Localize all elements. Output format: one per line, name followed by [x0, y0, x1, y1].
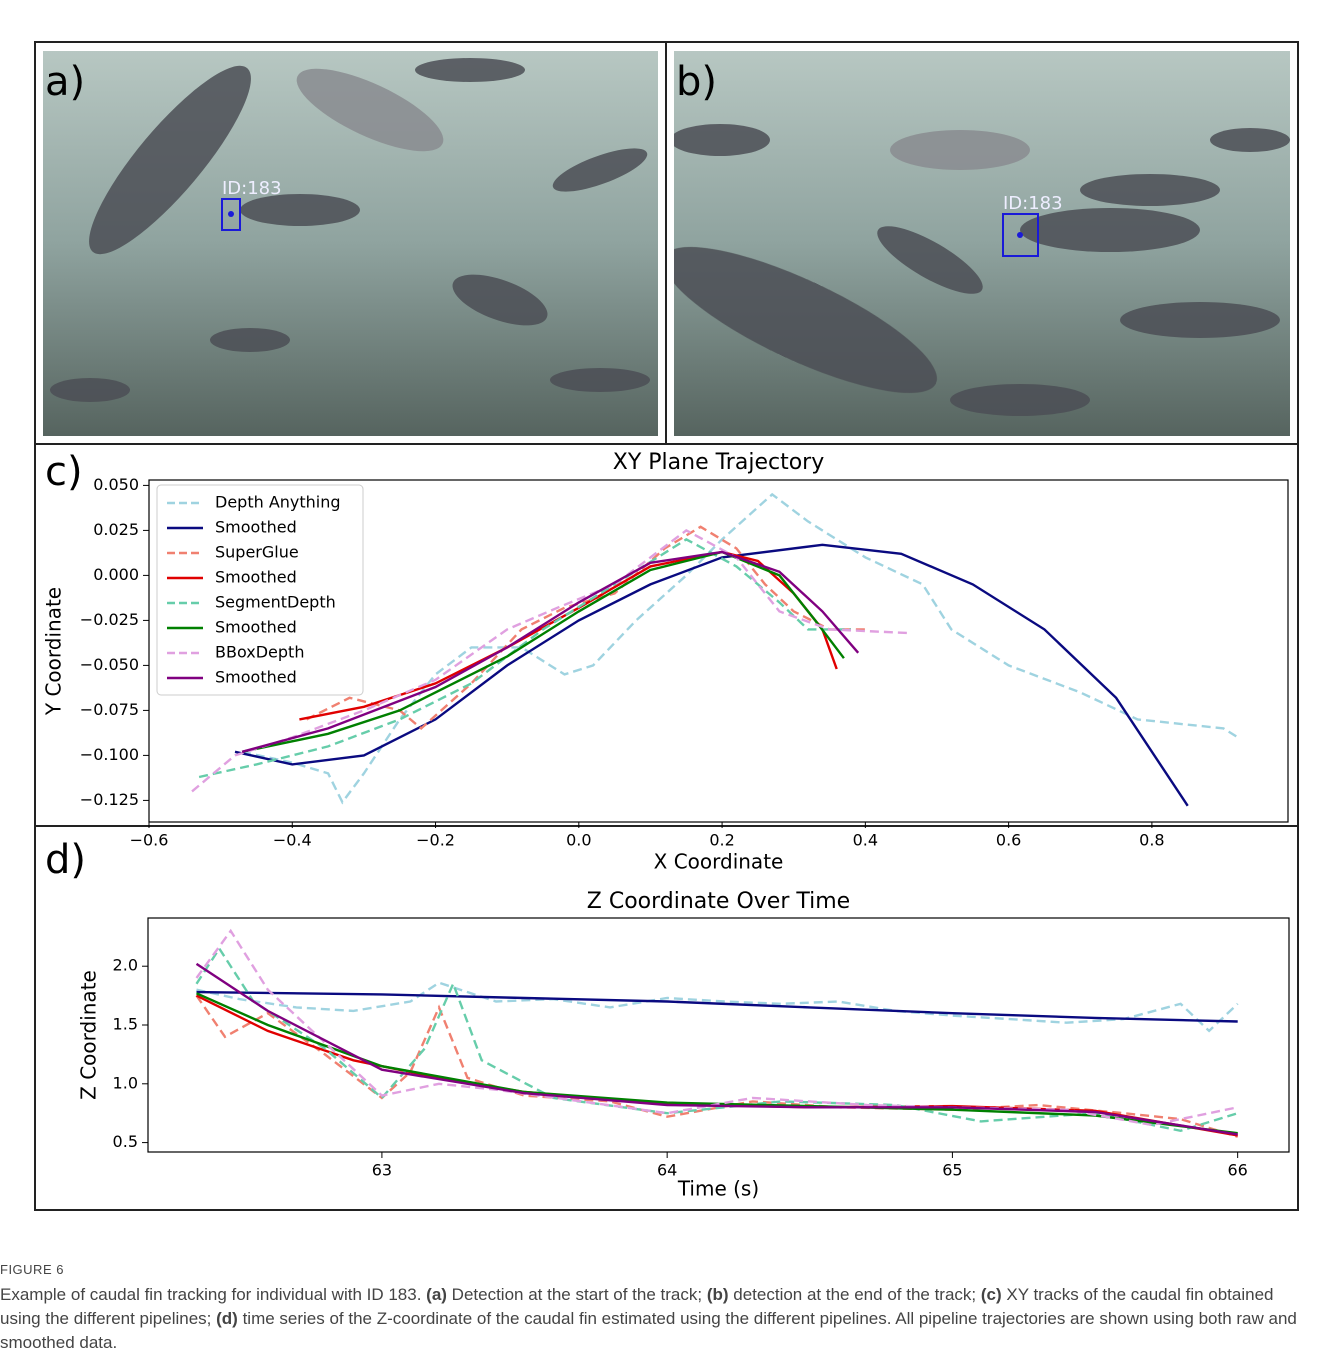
legend-label: SegmentDepth [215, 593, 336, 612]
x-tick-label: 66 [1227, 1161, 1247, 1180]
caption-run: (a) [426, 1285, 447, 1304]
y-axis-label: Y Coordinate [42, 587, 66, 716]
panel-label: a) [45, 59, 85, 105]
smoothed-line [241, 550, 845, 753]
chart-title: XY Plane Trajectory [613, 450, 824, 475]
chart-title: Z Coordinate Over Time [587, 889, 850, 914]
y-tick-label: −0.050 [80, 655, 139, 674]
panel-label: d) [45, 837, 86, 883]
caption-run: (b) [706, 1285, 729, 1304]
legend-label: Smoothed [215, 518, 297, 537]
x-tick-label: 0.8 [1139, 831, 1164, 850]
y-tick-label: −0.100 [80, 745, 139, 764]
plot-lines [195, 928, 1239, 1138]
raw-line [195, 928, 1238, 1127]
caption-run: Example of caudal fin tracking for indiv… [0, 1285, 427, 1304]
caption-text: Example of caudal fin tracking for indiv… [0, 1283, 1316, 1355]
legend-label: Smoothed [215, 668, 297, 687]
legend-label: Smoothed [215, 618, 297, 637]
raw-line [196, 981, 1239, 1033]
raw-line [241, 492, 1239, 805]
y-tick-label: 0.5 [113, 1132, 138, 1151]
raw-line [306, 525, 866, 730]
figure-label: FIGURE 6 [0, 1262, 64, 1277]
smoothed-line [196, 990, 1238, 1023]
legend-box [156, 484, 364, 696]
raw-line [198, 538, 851, 779]
x-tick-label: 0.4 [853, 831, 878, 850]
photo-a [43, 51, 658, 436]
photo-b [674, 51, 1290, 436]
y-tick-label: 1.0 [113, 1073, 138, 1092]
x-tick-label: 0.0 [566, 831, 591, 850]
legend-label: Smoothed [215, 568, 297, 587]
id-label: ID:183 [1003, 193, 1063, 214]
caption-run: (c) [980, 1285, 1002, 1304]
y-tick-label: 0.025 [93, 520, 139, 539]
caption: FIGURE 6 Example of caudal fin tracking … [0, 1262, 1316, 1355]
x-tick-label: 0.2 [709, 831, 734, 850]
caption-run: detection at the end of the track; [728, 1285, 981, 1304]
legend-label: Depth Anything [215, 493, 341, 512]
id-label: ID:183 [222, 178, 282, 199]
x-tick-label: 64 [657, 1161, 677, 1180]
raw-line [195, 946, 1239, 1133]
y-tick-label: −0.125 [80, 790, 139, 809]
x-tick-label: 0.6 [996, 831, 1021, 850]
x-tick-label: −0.2 [416, 831, 455, 850]
panel-label: b) [676, 59, 717, 105]
y-tick-label: 1.5 [113, 1015, 138, 1034]
y-tick-label: 2.0 [113, 956, 138, 975]
caption-run: (d) [216, 1309, 238, 1328]
x-tick-label: −0.6 [130, 831, 169, 850]
plot-lines [191, 492, 1239, 807]
x-axis-label: X Coordinate [654, 850, 784, 874]
x-tick-label: 63 [372, 1161, 392, 1180]
y-axis-label: Z Coordinate [77, 970, 101, 1100]
y-tick-label: −0.025 [80, 610, 139, 629]
y-tick-label: 0.050 [93, 475, 139, 494]
x-tick-label: −0.4 [273, 831, 312, 850]
y-tick-label: 0.000 [93, 565, 139, 584]
plot-frame [147, 917, 1290, 1153]
figure: ID:183 a) ID:183 b) c) XY Plane Trajector… [34, 41, 1299, 1211]
smoothed-line [234, 543, 1189, 807]
x-tick-label: 65 [942, 1161, 962, 1180]
smoothed-line [241, 550, 860, 753]
panel-label: c) [45, 449, 83, 495]
legend-label: SuperGlue [215, 543, 299, 562]
smoothed-line [196, 992, 1238, 1135]
caption-run: XY tracks of the caudal fin obtained usi… [0, 1285, 1274, 1328]
x-axis-label: Time (s) [677, 1177, 759, 1201]
caption-run: Detection at the start of the track; [446, 1285, 707, 1304]
smoothed-line [195, 962, 1238, 1136]
smoothed-line [299, 550, 838, 721]
legend-label: BBoxDepth [215, 643, 304, 662]
plot-frame [148, 479, 1289, 823]
y-tick-label: −0.075 [80, 700, 139, 719]
